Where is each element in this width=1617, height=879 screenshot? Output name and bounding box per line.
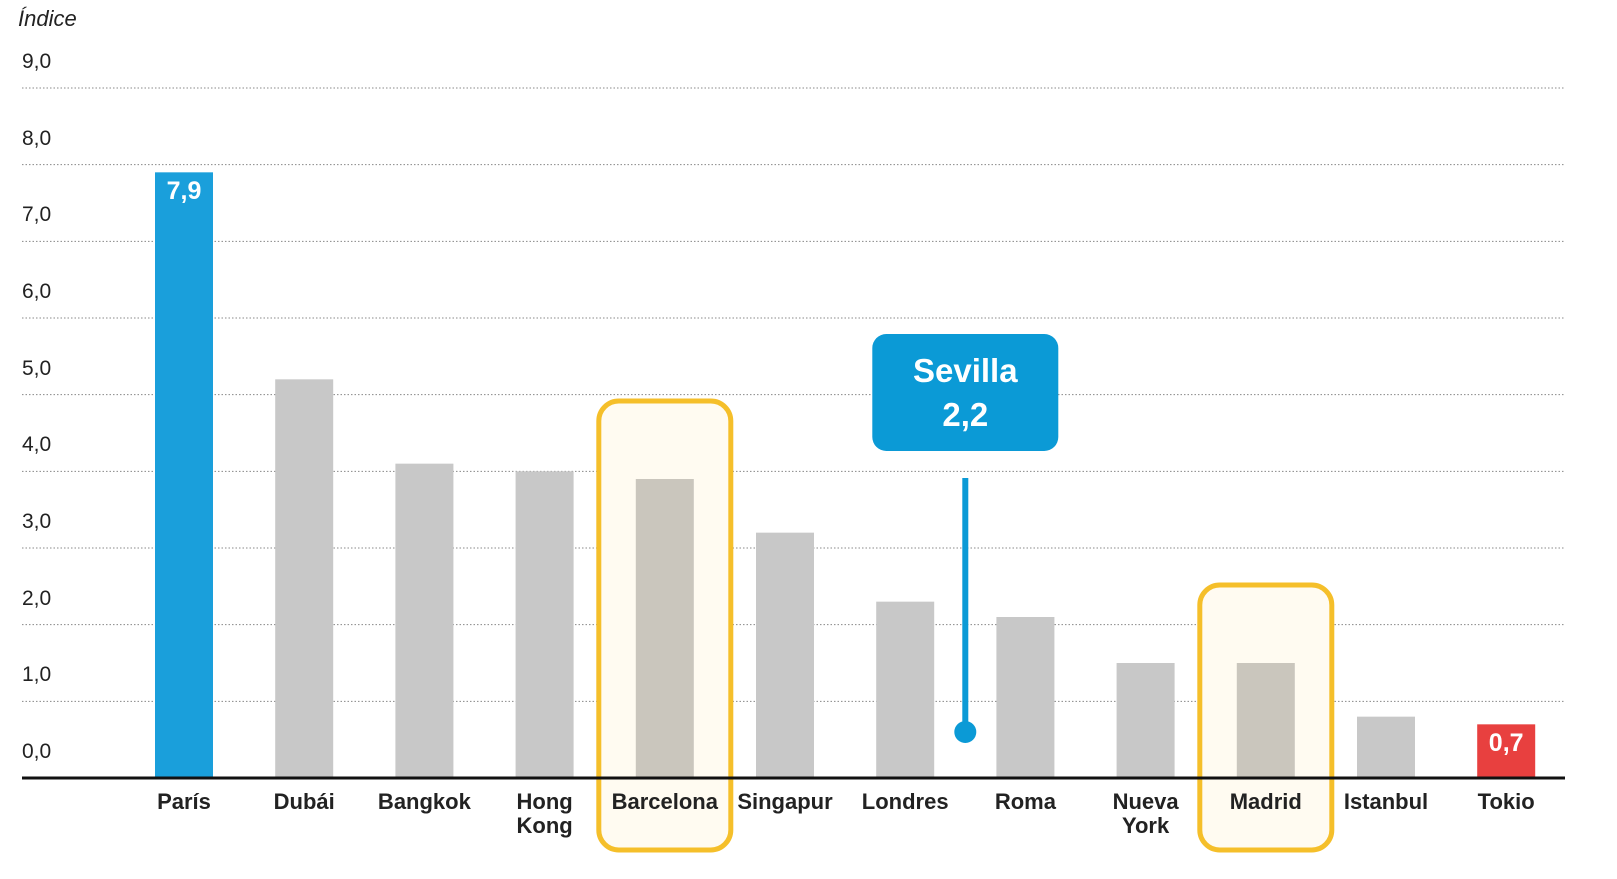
x-tick-label: Hong Kong (516, 789, 573, 838)
bar (1236, 663, 1295, 778)
x-tick-label: Tokio (1477, 789, 1535, 814)
x-tick-label: Nueva York (1112, 789, 1179, 838)
bar (635, 479, 694, 778)
bar (275, 379, 334, 778)
annotation-box (872, 334, 1059, 451)
x-tick-label: Barcelona (611, 789, 718, 814)
x-tick-label: Londres (861, 789, 949, 814)
y-tick-label: 9,0 (22, 50, 52, 73)
y-tick-label: 1,0 (22, 663, 52, 687)
bar (1477, 724, 1536, 778)
x-tick-label: Singapur (737, 789, 833, 814)
y-tick-label: 7,0 (22, 203, 52, 227)
value-label: 0,7 (1488, 729, 1524, 758)
bar (155, 172, 213, 779)
y-tick-label: 2,0 (22, 586, 52, 610)
x-tick-label: Roma (994, 789, 1056, 814)
bar (515, 471, 574, 778)
annotation-title: Sevilla (913, 352, 1018, 389)
bar (1116, 663, 1175, 778)
x-tick-label: París (157, 789, 211, 814)
x-tick-label: Madrid (1229, 789, 1302, 814)
y-tick-label: 0,0 (22, 740, 52, 763)
y-tick-label: 4,0 (22, 433, 52, 457)
y-axis-title: Índice (18, 6, 77, 31)
x-tick-label: Dubái (273, 789, 335, 814)
annotation-dot (954, 721, 977, 743)
bar (996, 617, 1055, 778)
bar (756, 532, 814, 778)
y-tick-label: 5,0 (22, 356, 52, 380)
annotation-value: 2,2 (942, 396, 989, 433)
bar (876, 601, 935, 778)
bar (395, 463, 454, 778)
x-tick-label: Bangkok (377, 789, 471, 814)
y-tick-label: 6,0 (22, 280, 52, 303)
bar (1357, 716, 1415, 778)
y-tick-label: 8,0 (22, 126, 52, 150)
value-label: 7,9 (166, 177, 202, 206)
y-tick-label: 3,0 (22, 510, 52, 533)
x-tick-label: Istanbul (1343, 789, 1429, 814)
